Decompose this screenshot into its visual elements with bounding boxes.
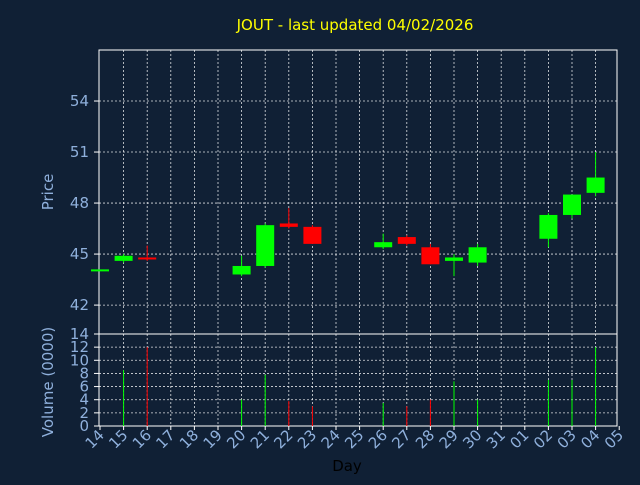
candle-body <box>303 226 322 244</box>
candle-body <box>586 177 605 193</box>
candle-body <box>138 257 157 260</box>
price-plot-frame <box>98 49 618 335</box>
candle-body <box>232 265 251 275</box>
x-tick-label: 03 <box>554 426 580 452</box>
x-tick-label: 18 <box>176 426 202 452</box>
x-tick-label: 16 <box>129 426 155 452</box>
price-tick-label: 51 <box>70 143 89 161</box>
price-tick-label: 48 <box>70 194 89 212</box>
x-tick-label: 15 <box>105 426 131 452</box>
candle-body <box>468 247 487 263</box>
volume-tick-label: 12 <box>70 338 89 356</box>
price-tick-label: 45 <box>70 245 89 263</box>
candle-body <box>539 214 558 239</box>
volume-tick-label: 2 <box>79 404 89 422</box>
x-tick-label: 05 <box>601 426 627 452</box>
x-tick-label: 22 <box>270 426 296 452</box>
volume-tick-label: 10 <box>70 351 89 369</box>
x-tick-label: 31 <box>483 426 509 452</box>
x-tick-label: 19 <box>200 426 226 452</box>
x-tick-label: 02 <box>530 426 556 452</box>
volume-plot-frame <box>98 333 618 427</box>
volume-tick-label: 4 <box>79 391 89 409</box>
x-tick-label: 01 <box>506 426 532 452</box>
candle-body <box>421 247 440 265</box>
x-tick-label: 27 <box>388 426 414 452</box>
candle-body <box>91 269 109 272</box>
x-tick-label: 17 <box>152 426 178 452</box>
volume-tick-label: 8 <box>79 364 89 382</box>
candle-body <box>374 242 393 248</box>
price-tick-label: 54 <box>70 92 89 110</box>
chart-title: JOUT - last updated 04/02/2026 <box>236 16 474 34</box>
x-tick-label: 28 <box>412 426 438 452</box>
price-axis-title: Price <box>39 174 57 211</box>
candle-body <box>279 223 298 227</box>
candle-body <box>445 257 463 261</box>
volume-tick-label: 14 <box>70 325 89 343</box>
x-tick-label: 24 <box>318 426 344 452</box>
price-panel: 42 45 48 51 54 <box>70 49 618 335</box>
x-tick-label: 29 <box>436 426 462 452</box>
x-tick-label: 20 <box>223 426 249 452</box>
x-axis-title: Day <box>332 457 362 475</box>
candle-body <box>563 194 581 215</box>
x-tick-label: 21 <box>247 426 273 452</box>
volume-axis-title: Volume (0000) <box>39 327 57 437</box>
price-tick-label: 42 <box>70 296 89 314</box>
candle-body <box>397 237 416 244</box>
candle-body <box>256 225 275 266</box>
volume-tick-label: 0 <box>79 417 89 435</box>
volume-tick-label: 6 <box>79 378 89 396</box>
x-tick-label: 25 <box>341 426 367 452</box>
x-tick-label: 23 <box>294 426 320 452</box>
x-tick-label: 26 <box>365 426 391 452</box>
x-tick-label: 30 <box>459 426 485 452</box>
volume-panel: 0246810121414151617181920212223242526272… <box>70 325 627 452</box>
candle-body <box>114 255 133 261</box>
x-tick-label: 04 <box>577 426 603 452</box>
